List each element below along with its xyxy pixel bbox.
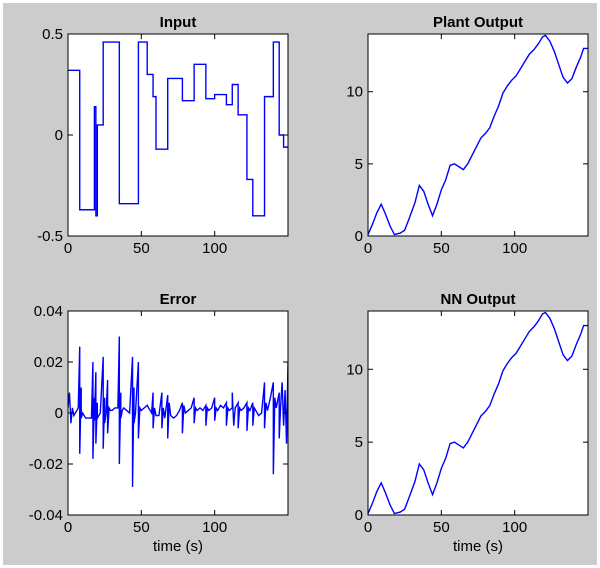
x-tick-label: 0 xyxy=(64,240,72,257)
axes-box xyxy=(367,33,589,237)
y-tick-label: -0.04 xyxy=(29,507,63,524)
y-tick-label: -0.02 xyxy=(29,456,63,473)
series-line xyxy=(68,41,288,217)
x-tick-label: 0 xyxy=(364,240,372,257)
x-tick-label: 100 xyxy=(502,240,527,257)
y-tick-label: 5 xyxy=(355,156,363,173)
subplot-nn-output: 0 50 100 0 5 10 NN Output time (s) xyxy=(346,291,589,555)
x-tick-label: 50 xyxy=(133,519,150,536)
x-tick-label: 0 xyxy=(364,519,372,536)
series-line xyxy=(368,311,588,515)
series-line xyxy=(68,336,288,487)
y-tick-label: 10 xyxy=(346,361,363,378)
axes-background xyxy=(368,34,588,236)
y-tick-label: 0.04 xyxy=(34,303,63,320)
subplot-title: Input xyxy=(160,14,197,31)
y-tick-label: 0.02 xyxy=(34,354,63,371)
y-tick-label: 0.5 xyxy=(42,26,63,43)
y-tick-label: 0 xyxy=(55,405,63,422)
y-tick-label: 0 xyxy=(355,228,363,245)
x-tick-label: 0 xyxy=(64,519,72,536)
x-tick-label: 100 xyxy=(502,519,527,536)
x-tick-label: 100 xyxy=(202,519,227,536)
y-tick-label: 0 xyxy=(355,507,363,524)
series-line xyxy=(368,34,588,236)
x-axis-label: time (s) xyxy=(153,538,203,555)
axes-box xyxy=(367,310,589,516)
y-tick-label: 10 xyxy=(346,84,363,101)
subplot-title: NN Output xyxy=(441,291,516,308)
axes-background xyxy=(68,34,288,236)
subplot-title: Plant Output xyxy=(433,14,523,31)
x-tick-label: 50 xyxy=(433,519,450,536)
y-tick-label: 5 xyxy=(355,434,363,451)
x-tick-label: 100 xyxy=(202,240,227,257)
x-tick-label: 50 xyxy=(433,240,450,257)
subplot-plant-output: 0 50 100 0 5 10 Plant Output xyxy=(346,14,589,257)
y-tick-label: -0.5 xyxy=(37,228,63,245)
subplot-error: 0 50 100 -0.04 -0.02 0 0.02 0.04 Error time (s) xyxy=(29,291,289,555)
x-tick-label: 50 xyxy=(133,240,150,257)
subplot-title: Error xyxy=(160,291,197,308)
axes-background xyxy=(368,311,588,515)
x-axis-label: time (s) xyxy=(453,538,503,555)
y-tick-label: 0 xyxy=(55,127,63,144)
